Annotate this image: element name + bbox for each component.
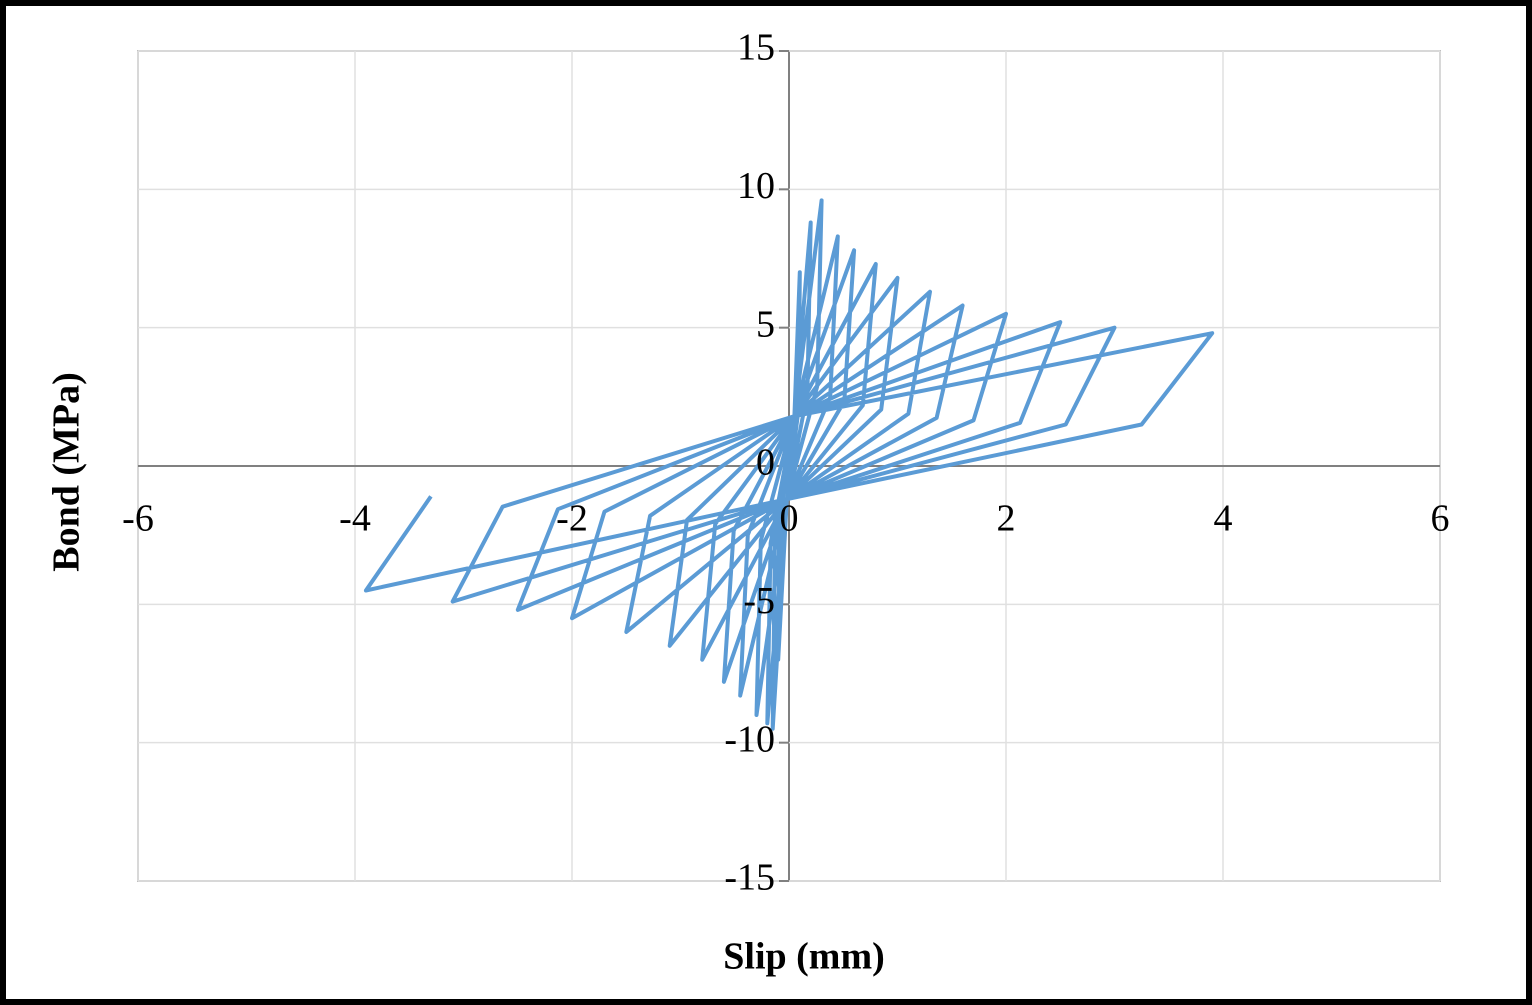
grid — [137, 50, 1441, 882]
x-tick-label: 2 — [997, 498, 1016, 540]
x-tick-label: -6 — [122, 498, 154, 540]
x-tick-label: 4 — [1214, 498, 1233, 540]
series-line — [363, 198, 1215, 731]
y-tick-label: 10 — [737, 165, 775, 207]
x-tick-label: 0 — [780, 498, 799, 540]
y-tick-label: 0 — [756, 442, 775, 484]
marks — [363, 198, 1215, 731]
y-tick-label: 5 — [756, 303, 775, 345]
x-tick-label: 6 — [1431, 498, 1450, 540]
y-tick-label: -15 — [724, 857, 775, 899]
x-tick-label: -2 — [556, 498, 588, 540]
y-tick-label: -5 — [743, 580, 775, 622]
y-axis-title: Bond (MPa) — [46, 372, 88, 572]
x-axis-title: Slip (mm) — [723, 936, 885, 978]
y-tick-label: 15 — [737, 27, 775, 69]
y-tick-label: -10 — [724, 718, 775, 760]
x-tick-label: -4 — [339, 498, 371, 540]
